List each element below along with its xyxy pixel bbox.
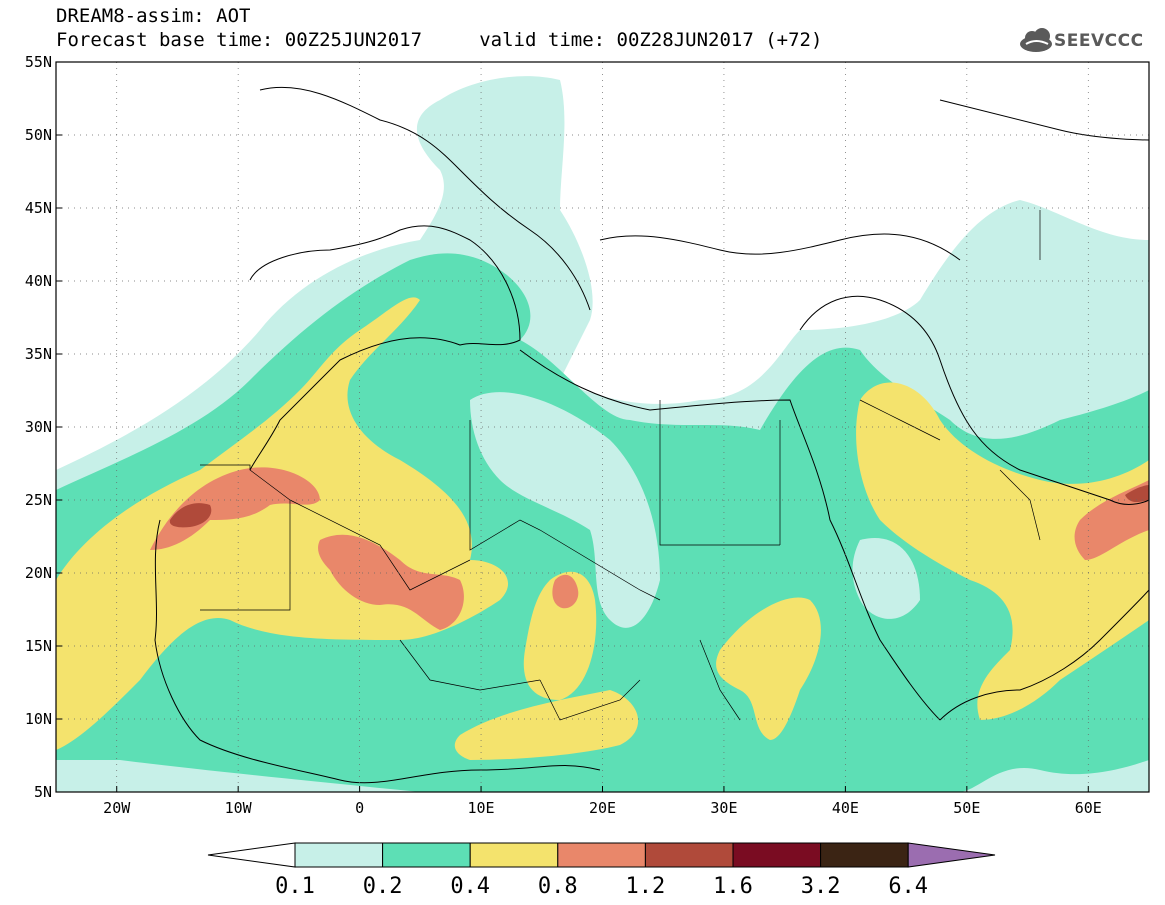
- colorbar-label: 0.1: [275, 874, 315, 899]
- aot-contour-0.4-sahel: [454, 690, 639, 760]
- lon-tick-label: 10W: [225, 799, 253, 817]
- lat-tick-label: 35N: [25, 345, 52, 363]
- colorbar-swatch: [469, 842, 559, 868]
- country-borders: [200, 210, 1041, 721]
- aot-contour-0.1-sudan: [852, 538, 920, 619]
- aot-contour-0.8-chad: [552, 574, 579, 609]
- aot-contour-0.8-central: [318, 534, 464, 630]
- colorbar-label: 1.6: [713, 874, 753, 899]
- lat-tick-label: 30N: [25, 418, 52, 436]
- logo: [1020, 28, 1052, 52]
- lat-tick-label: 20N: [25, 564, 52, 582]
- colorbar-swatch: [557, 842, 646, 868]
- aot-fields: [56, 62, 1149, 792]
- aot-contour-1.2: [169, 503, 212, 528]
- lon-tick-label: 30E: [710, 799, 737, 817]
- lon-tick-label: 50E: [953, 799, 980, 817]
- lon-tick-label: 20E: [589, 799, 616, 817]
- forecast-times: Forecast base time: 00Z25JUN2017 valid t…: [56, 29, 823, 51]
- lat-tick-label: 50N: [25, 126, 52, 144]
- lon-axis: 20W 10W 0 10E 20E 30E 40E 50E 60E: [103, 786, 1102, 817]
- lon-tick-label: 40E: [832, 799, 859, 817]
- lat-axis: 5N 10N 15N 20N 25N 30N 35N 40N 45N 50N 55N: [25, 53, 62, 801]
- coastlines: [154, 86, 1149, 784]
- aot-contour-0.4-arabia: [856, 382, 1149, 720]
- aot-contour-1.2-oman: [1125, 485, 1149, 503]
- aot-contour-0.4-ethiopia: [716, 597, 821, 740]
- lat-tick-label: 25N: [25, 491, 52, 509]
- colorbar-swatch: [644, 842, 734, 868]
- lat-tick-label: 5N: [34, 783, 52, 801]
- lon-tick-label: 20W: [103, 799, 131, 817]
- colorbar-label: 0.4: [450, 874, 490, 899]
- lon-tick-label: 60E: [1075, 799, 1102, 817]
- lon-tick-label: 0: [355, 799, 364, 817]
- colorbar-label: 3.2: [801, 874, 841, 899]
- colorbar-label: 6.4: [888, 874, 928, 899]
- colorbar-label: 0.2: [363, 874, 403, 899]
- colorbar-swatch: [732, 842, 822, 868]
- aot-contour-0.8: [150, 467, 320, 550]
- lon-tick-label: 10E: [468, 799, 495, 817]
- lat-tick-label: 40N: [25, 272, 52, 290]
- gridlines: [56, 62, 1149, 792]
- aot-contour-0.4-chad: [523, 571, 597, 700]
- lat-tick-label: 15N: [25, 637, 52, 655]
- cloud-icon: [1020, 28, 1052, 52]
- colorbar-label: 0.8: [538, 874, 578, 899]
- colorbar-over-triangle: [907, 842, 996, 868]
- colorbar-label: 1.2: [626, 874, 666, 899]
- aot-contour-0.1-east-sahara: [470, 392, 660, 628]
- aot-contour-0.4: [56, 297, 509, 750]
- lat-tick-label: 10N: [25, 710, 52, 728]
- colorbar-under-triangle: [207, 842, 296, 868]
- lat-tick-label: 55N: [25, 53, 52, 71]
- colorbar-swatch: [382, 842, 471, 868]
- lat-tick-label: 45N: [25, 199, 52, 217]
- colorbar-swatch: [820, 842, 909, 868]
- colorbar-swatch: [294, 842, 384, 868]
- logo-text: SEEVCCC: [1054, 31, 1144, 51]
- map-title: DREAM8-assim: AOT: [56, 5, 251, 27]
